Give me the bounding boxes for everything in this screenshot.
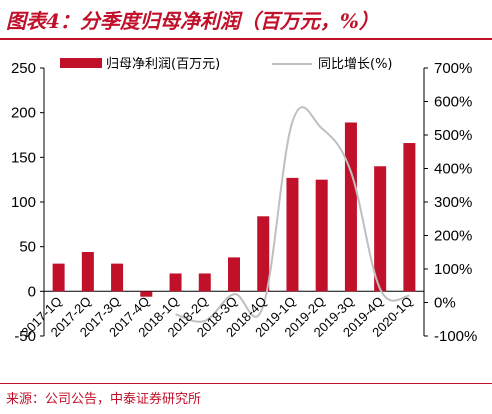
left-tick-label: 100 — [11, 194, 36, 211]
chart-canvas: -50 0 50 100 150 200 250 -100% 0% 100% 200% 300% 40… — [11, 57, 477, 345]
left-tick-label: 250 — [11, 60, 36, 77]
left-tick-label: -50 — [14, 328, 36, 345]
title-divider — [0, 38, 492, 40]
bar-2017-2Q — [81, 252, 94, 292]
legend-bar-swatch — [60, 58, 102, 68]
bar-2019-1Q — [286, 177, 299, 292]
right-tick-label: 600% — [434, 94, 472, 111]
bar-2019-2Q — [315, 179, 328, 292]
right-tick-label: 100% — [434, 261, 472, 278]
bar-2018-2Q — [198, 273, 211, 292]
bar-2018-3Q — [228, 257, 240, 292]
bar-2017-3Q — [111, 263, 124, 292]
left-tick-label: 50 — [19, 239, 36, 256]
left-tick-label: 200 — [11, 105, 36, 122]
right-tick-label: 300% — [434, 194, 472, 211]
right-tick-label: 0% — [434, 295, 456, 312]
right-tick-label: 200% — [434, 228, 472, 245]
bar-2018-1Q — [169, 273, 182, 292]
yoy-growth-line — [175, 106, 410, 323]
legend: 归母净利润(百万元) 同比增长(%) — [60, 57, 393, 72]
left-tick-label: 150 — [11, 149, 36, 166]
source-note: 来源：公司公告，中泰证券研究所 — [6, 392, 202, 407]
bar-2019-3Q — [344, 122, 357, 292]
right-tick-label: 500% — [434, 127, 472, 144]
right-tick-label: 700% — [434, 60, 472, 77]
chart-title: 图表4：分季度归母净利润（百万元，%） — [6, 9, 379, 33]
bar-2018-4Q — [257, 216, 270, 292]
left-tick-label: 0 — [28, 283, 36, 300]
bar-2017-4Q — [140, 291, 153, 297]
right-tick-label: 400% — [434, 161, 472, 178]
bar-2020-1Q — [403, 143, 416, 292]
right-tick-label: -100% — [434, 328, 477, 345]
legend-bar-label: 归母净利润(百万元) — [106, 57, 220, 72]
bar-2019-4Q — [374, 166, 387, 292]
legend-line-label: 同比增长(%) — [318, 57, 393, 72]
source-divider — [0, 383, 492, 384]
bar-2017-1Q — [52, 263, 65, 292]
